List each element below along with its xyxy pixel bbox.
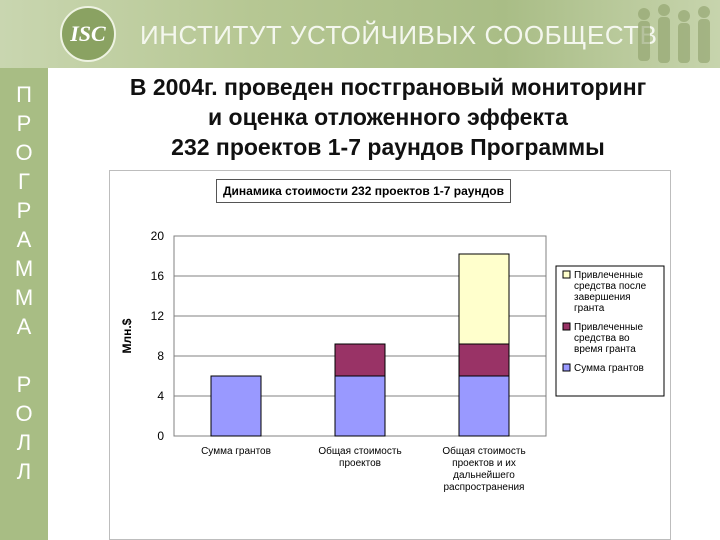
x-tick-label: распространения <box>444 482 525 493</box>
logo-text: ISC <box>70 21 106 46</box>
sidebar-letter: П <box>16 82 32 107</box>
people-silhouettes <box>638 4 710 63</box>
stacked-bar-chart: 0 4 8 12 16 20 Млн.$ Сумма грантов Общая стоимос… <box>120 229 665 493</box>
legend-label: Привлеченные <box>574 322 643 333</box>
chart-title: Динамика стоимости 232 проектов 1-7 раун… <box>216 179 511 203</box>
sidebar-letter: О <box>15 401 33 426</box>
sidebar-letter: Л <box>16 459 32 484</box>
bar-segment <box>334 343 386 377</box>
legend-label: завершения <box>574 292 631 303</box>
legend-label: средства во <box>574 333 630 344</box>
legend-label: гранта <box>574 303 605 314</box>
sidebar-letter: Л <box>16 430 32 455</box>
legend-label: Привлеченные <box>574 270 643 281</box>
y-axis-label: Млн.$ <box>120 318 134 353</box>
x-tick-label: проектов и их <box>452 458 516 469</box>
y-tick-label: 20 <box>151 229 165 243</box>
x-tick-label: Общая стоимость <box>318 445 401 457</box>
sidebar-letter: Р <box>16 111 32 136</box>
axes: 0 4 8 12 16 20 Млн.$ Сумма грантов Общая стоимос… <box>120 229 526 493</box>
sidebar-letter: М <box>14 285 34 310</box>
slide-heading: В 2004г. проведен постграновый мониторин… <box>56 72 720 162</box>
y-tick-label: 0 <box>157 429 164 443</box>
legend-label: средства после <box>574 281 647 292</box>
y-tick-label: 16 <box>151 269 165 283</box>
heading-line-1: В 2004г. проведен постграновый мониторин… <box>129 74 647 100</box>
sidebar-letter: О <box>15 140 33 165</box>
sidebar-letter: А <box>16 314 32 339</box>
legend-label: время гранта <box>574 344 636 355</box>
y-tick-label: 4 <box>157 389 164 403</box>
x-tick-label: дальнейшего <box>453 470 515 481</box>
header-banner: ISC ИНСТИТУТ УСТОЙЧИВЫХ СООБЩЕСТВ <box>0 0 720 68</box>
y-tick-label: 12 <box>151 309 165 323</box>
sidebar-letter: А <box>16 227 32 252</box>
isc-logo: ISC <box>60 6 116 62</box>
legend-label: Сумма грантов <box>574 363 644 374</box>
legend-swatch <box>562 322 571 331</box>
bar-segment <box>458 253 510 345</box>
x-tick-label: проектов <box>339 458 381 469</box>
heading-line-3: 232 проектов 1-7 раундов Программы <box>171 134 605 160</box>
x-tick-label: Общая стоимость <box>442 445 525 457</box>
sidebar-letter <box>0 341 48 370</box>
bars <box>210 253 510 437</box>
legend-swatch <box>562 270 571 279</box>
sidebar-letter: Р <box>16 372 32 397</box>
x-tick-label: Сумма грантов <box>201 446 271 457</box>
legend-swatch <box>562 363 571 372</box>
sidebar-letter: Р <box>16 198 32 223</box>
sidebar-letter: М <box>14 256 34 281</box>
heading-line-2: и оценка отложенного эффекта <box>208 104 568 130</box>
y-tick-label: 8 <box>157 349 164 363</box>
bar-segment <box>210 375 262 437</box>
sidebar-letter: Г <box>18 169 30 194</box>
institute-title: ИНСТИТУТ УСТОЙЧИВЫХ СООБЩЕСТВ <box>140 20 658 50</box>
legend-box <box>555 265 665 397</box>
bar-segment <box>458 375 510 437</box>
bar-segment <box>334 375 386 437</box>
bar-segment <box>458 343 510 377</box>
